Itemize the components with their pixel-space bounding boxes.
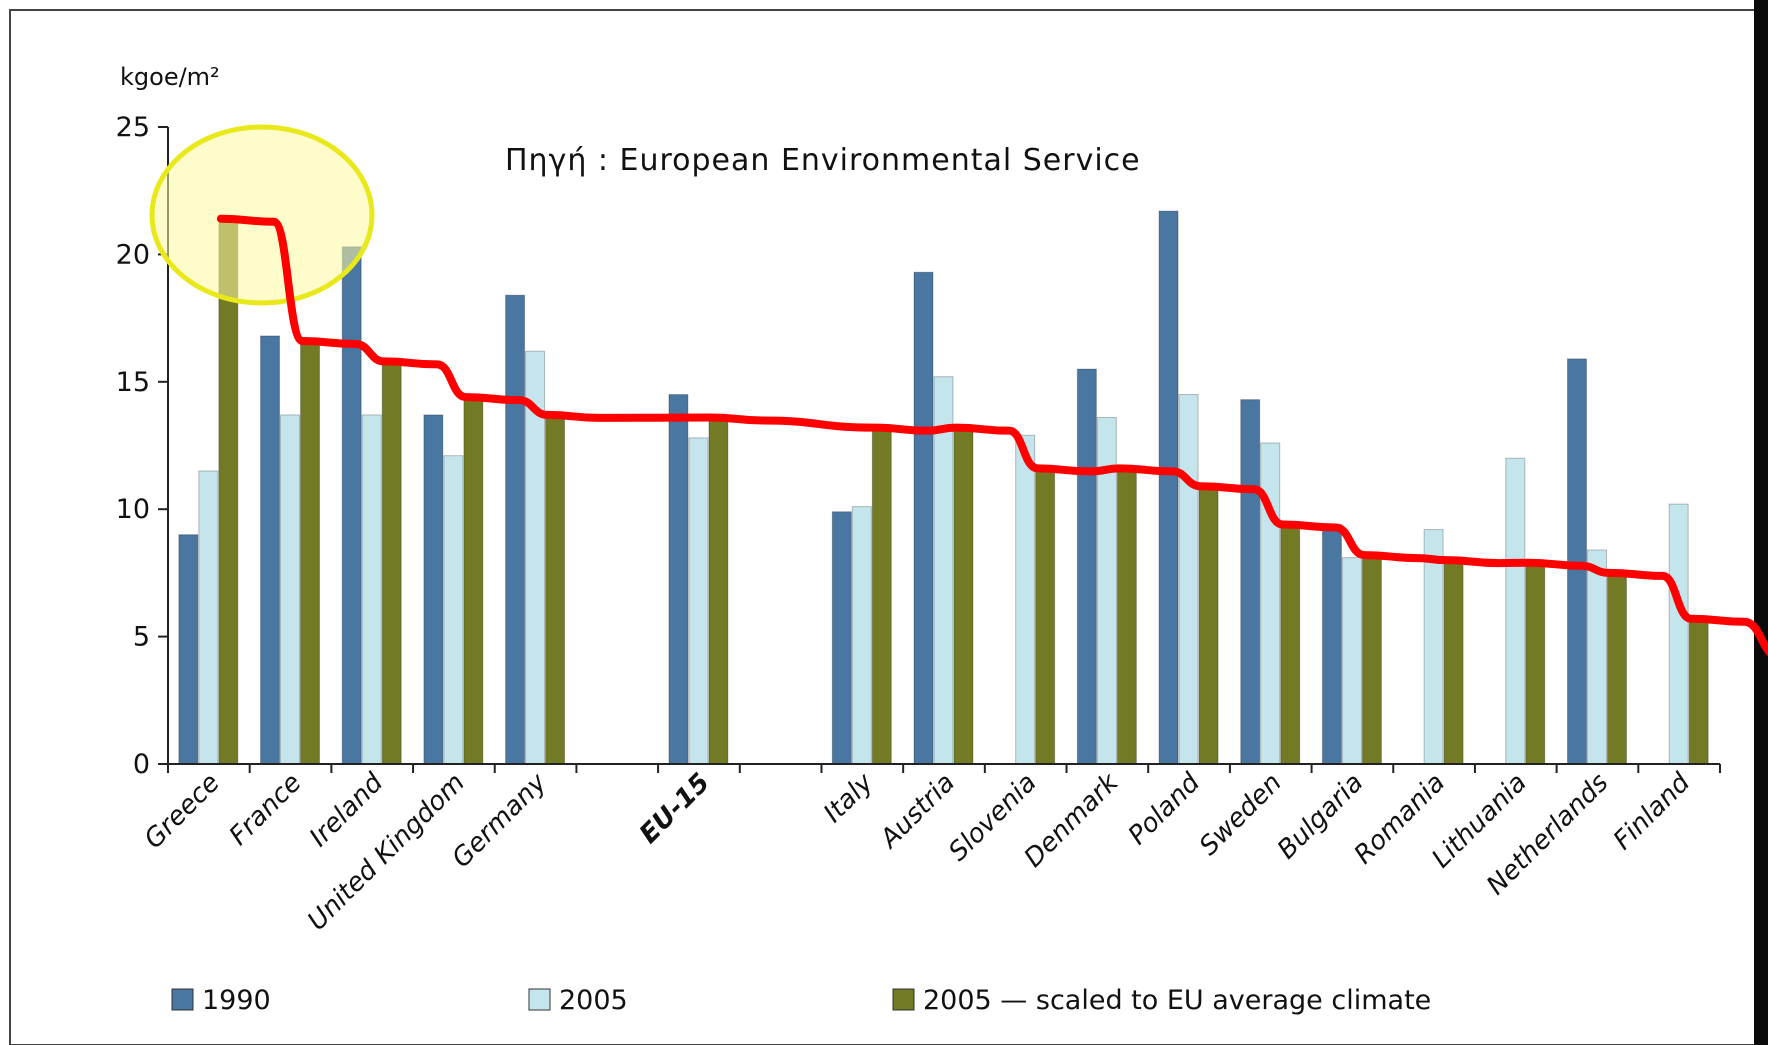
bar-netherlands-series-1 — [1566, 358, 1587, 765]
bar-france-series-1 — [260, 335, 281, 765]
bar-bulgaria-series-3 — [1361, 554, 1382, 765]
legend-label-1: 1990 — [202, 985, 271, 1016]
legend-swatch-2 — [528, 988, 551, 1011]
bar-poland-series-1 — [1158, 210, 1179, 765]
bar-sweden-series-1 — [1240, 399, 1261, 765]
dark-page-edge — [1754, 0, 1768, 1045]
red-trend-line — [216, 214, 1768, 657]
y-tick-label: 5 — [133, 622, 150, 653]
legend-label-3: 2005 — scaled to EU average climate — [923, 985, 1431, 1016]
legend-label-2: 2005 — [559, 985, 628, 1016]
greece-highlight-circle — [149, 124, 375, 306]
bar-poland-series-2 — [1178, 394, 1199, 765]
bar-austria-series-3 — [953, 427, 974, 765]
y-tick-label: 25 — [116, 112, 150, 143]
trend-line-layer — [216, 214, 1768, 657]
source-note: Πηγή : European Environmental Service — [505, 143, 1141, 178]
y-axis-unit-label: kgoe/m² — [120, 63, 220, 91]
y-tick-label: 10 — [116, 494, 150, 525]
y-tick-label: 0 — [133, 749, 150, 780]
bar-slovenia-series-3 — [1035, 467, 1056, 765]
bar-france-series-3 — [300, 340, 321, 765]
bar-united-kingdom-series-1 — [423, 414, 444, 765]
bar-ireland-series-3 — [381, 360, 402, 765]
bar-greece-series-1 — [178, 534, 199, 765]
bar-denmark-series-1 — [1076, 368, 1097, 765]
bar-eu-15-series-3 — [708, 416, 729, 765]
bar-netherlands-series-3 — [1606, 572, 1627, 765]
bar-germany-series-1 — [505, 294, 526, 765]
bar-finland-series-3 — [1688, 618, 1709, 765]
bar-finland-series-2 — [1668, 503, 1689, 765]
bar-eu-15-series-1 — [668, 394, 689, 765]
bar-united-kingdom-series-2 — [443, 455, 464, 765]
bar-germany-series-3 — [545, 414, 566, 765]
bar-romania-series-3 — [1443, 559, 1464, 765]
bar-ireland-series-2 — [361, 414, 382, 765]
y-tick-label: 15 — [116, 367, 150, 398]
bar-slovenia-series-2 — [1015, 434, 1036, 765]
bar-bulgaria-series-1 — [1321, 523, 1342, 765]
bar-france-series-2 — [280, 414, 301, 765]
bar-italy-series-3 — [871, 427, 892, 765]
bar-italy-series-2 — [851, 506, 872, 765]
y-tick-label: 20 — [116, 239, 150, 270]
bar-austria-series-1 — [913, 271, 934, 765]
bar-eu-15-series-2 — [688, 437, 709, 765]
bar-austria-series-2 — [933, 376, 954, 765]
bar-italy-series-1 — [831, 511, 852, 765]
legend-swatch-3 — [892, 988, 915, 1011]
bar-lithuania-series-2 — [1505, 457, 1526, 765]
legend-swatch-1 — [171, 988, 194, 1011]
bar-ireland-series-1 — [341, 246, 362, 765]
bar-bulgaria-series-2 — [1341, 557, 1362, 765]
bar-united-kingdom-series-3 — [463, 396, 484, 765]
bar-romania-series-2 — [1423, 529, 1444, 765]
bar-sweden-series-3 — [1280, 523, 1301, 765]
bar-netherlands-series-2 — [1586, 549, 1607, 765]
bar-denmark-series-3 — [1116, 467, 1137, 765]
bar-poland-series-3 — [1198, 485, 1219, 765]
bars-layer — [178, 210, 1709, 765]
legend: 1990 2005 2005 — scaled to EU average clim… — [171, 985, 1431, 1016]
bar-lithuania-series-3 — [1525, 562, 1546, 765]
bar-greece-series-2 — [198, 470, 219, 765]
